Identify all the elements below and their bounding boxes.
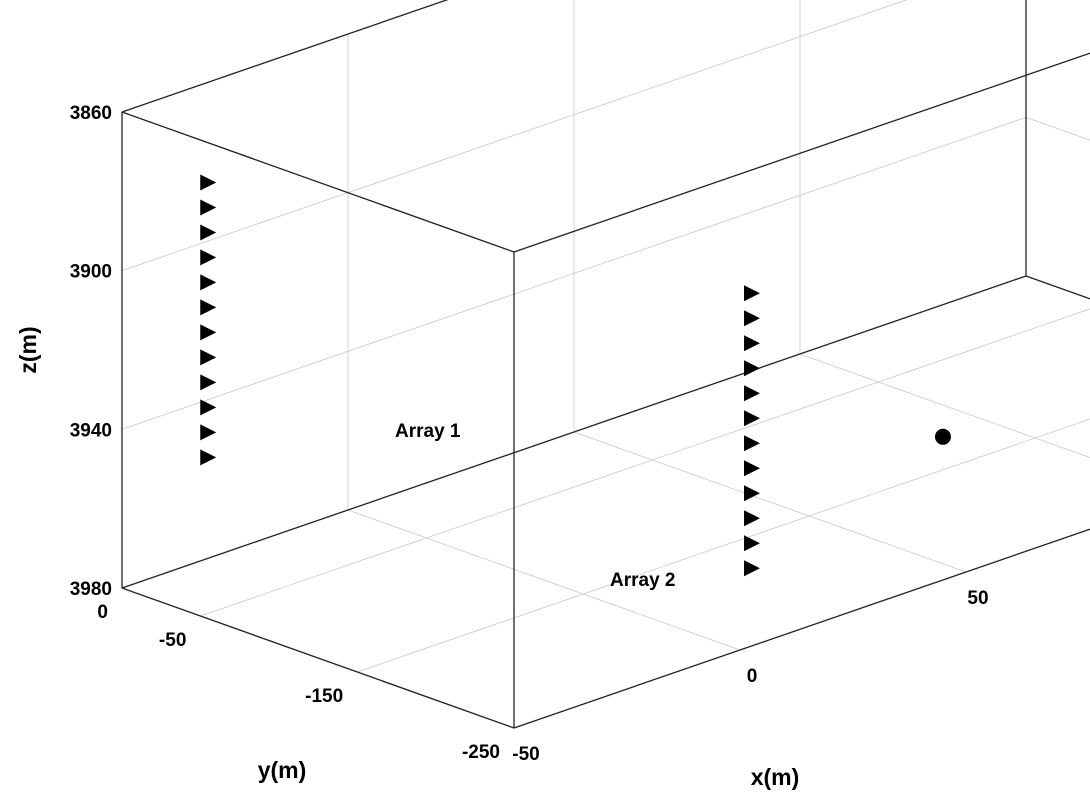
x-axis-label: x(m): [751, 764, 800, 790]
gridline: [357, 418, 1090, 673]
gridline: [347, 509, 741, 651]
annotation-array-1: Array 1: [395, 421, 461, 442]
triangle-marker: [200, 349, 217, 366]
triangle-marker: [744, 310, 760, 327]
y-tick-label: -250: [462, 742, 500, 763]
gridline: [799, 353, 1090, 458]
triangle-marker: [200, 399, 217, 416]
triangle-marker: [200, 324, 217, 341]
x-tick-label: 0: [747, 666, 758, 687]
triangle-marker: [200, 224, 217, 241]
box-edge: [121, 275, 1027, 589]
triangle-marker: [744, 335, 760, 352]
box-edge: [513, 528, 1090, 729]
z-tick-label: 3860: [70, 103, 112, 124]
gridline: [200, 308, 1090, 617]
triangle-marker: [744, 410, 760, 427]
gridline: [1025, 275, 1090, 300]
triangle-marker: [200, 299, 217, 316]
x-tick-label: -50: [512, 744, 539, 765]
triangle-marker: [744, 435, 760, 452]
triangle-marker: [744, 460, 760, 477]
triangle-marker: [200, 199, 217, 216]
gridline: [513, 528, 1090, 729]
triangle-marker: [744, 385, 760, 402]
triangle-marker: [744, 285, 760, 302]
gridline: [1026, 0, 1090, 99]
data-marks: [200, 174, 951, 577]
axis-box-back: [121, 0, 1090, 729]
triangle-marker: [200, 424, 217, 441]
triangle-marker: [744, 360, 760, 377]
circle-marker: [934, 428, 951, 445]
triangle-marker: [200, 174, 217, 191]
box-edge: [1025, 275, 1090, 300]
back-grid: [121, 0, 1090, 729]
y-tick-label: -50: [159, 630, 186, 651]
y-tick-label: 0: [97, 602, 108, 623]
gridline: [573, 431, 967, 573]
y-tick-label: -150: [305, 686, 343, 707]
triangle-marker: [200, 274, 217, 291]
z-tick-label: 3980: [70, 579, 112, 600]
triangle-marker: [200, 374, 217, 391]
z-tick-label: 3900: [70, 262, 112, 283]
box-edge: [121, 587, 515, 729]
triangle-marker: [744, 560, 760, 577]
z-axis-label: z(m): [15, 326, 41, 373]
annotation-array-2: Array 2: [610, 570, 676, 591]
y-axis-label: y(m): [258, 757, 307, 783]
gridline: [121, 0, 908, 272]
triangle-marker: [744, 510, 760, 527]
triangle-marker: [200, 249, 217, 266]
box-edge: [121, 111, 515, 253]
gridline: [1025, 116, 1090, 141]
triangle-marker: [744, 535, 760, 552]
triangle-marker: [744, 485, 760, 502]
x-tick-label: 50: [967, 588, 988, 609]
gridline: [1025, 275, 1090, 300]
z-tick-label: 3940: [70, 420, 112, 441]
box-edge: [513, 52, 1090, 253]
triangle-marker: [200, 449, 217, 466]
box-edge: [121, 0, 449, 113]
gridline: [121, 116, 1027, 430]
